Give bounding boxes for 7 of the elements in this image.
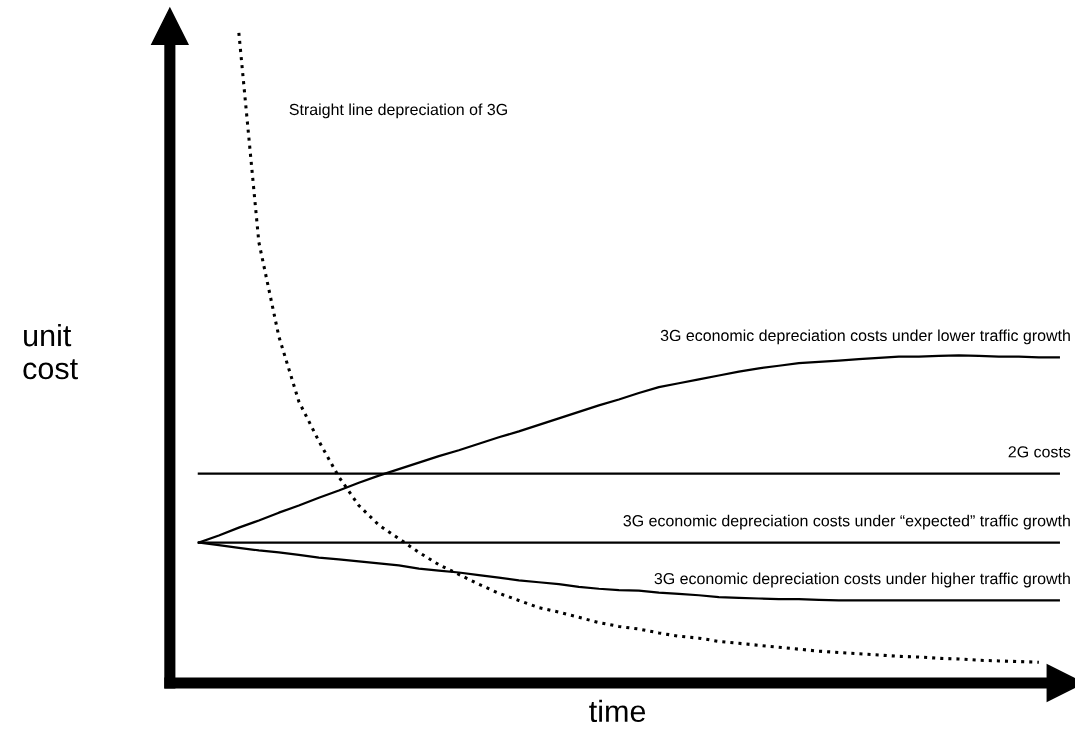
series-label: 3G economic depreciation costs under higher traffic growth [654, 572, 1070, 588]
series-label: 3G economic depreciation costs under “expected” traffic growth [623, 514, 1070, 530]
series-label: 2G costs [1008, 446, 1071, 458]
x-axis-title: time [589, 699, 646, 723]
text: Straight line depreciation of 3G [289, 103, 507, 119]
y-axis-title: unit cost [23, 323, 78, 380]
series-label: 3G economic depreciation costs under lower traffic growth [660, 329, 1070, 345]
